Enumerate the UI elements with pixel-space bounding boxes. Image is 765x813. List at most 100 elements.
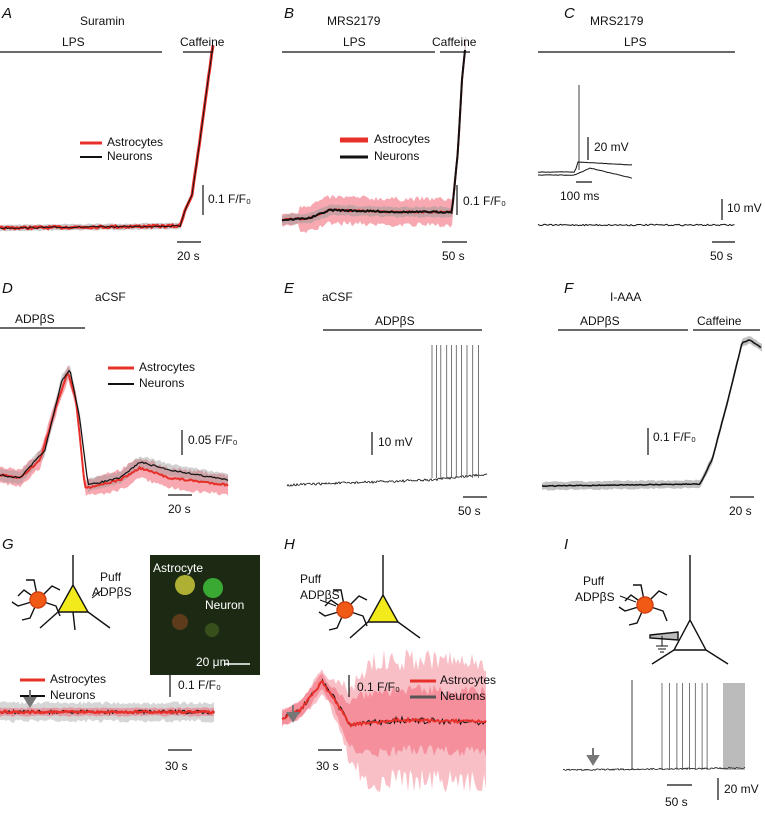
legend-label: Astrocytes (107, 135, 163, 149)
puff-arrow (286, 705, 300, 723)
trace (0, 45, 214, 230)
micrograph (150, 555, 260, 675)
panel-title: aCSF (95, 290, 126, 304)
scale-label: 20 mV (724, 782, 759, 796)
scale-bar (168, 675, 192, 751)
treatment-label: ADPβS (15, 312, 55, 326)
treatment-label: LPS (62, 35, 85, 49)
scale-label: 30 s (165, 759, 188, 773)
treatment-label: Caffeine (697, 314, 742, 328)
cell-image (175, 575, 195, 595)
error-band (0, 365, 228, 496)
legend-label: Neurons (50, 688, 95, 702)
scale-label: 20 s (729, 504, 752, 518)
legend-label: Astrocytes (139, 360, 195, 374)
legend-label: Astrocytes (50, 672, 106, 686)
spike (431, 345, 479, 478)
trace (537, 223, 735, 227)
scale-label: 0.1 F/F₀ (208, 192, 251, 206)
error-band (282, 34, 466, 226)
scale-label: 50 s (458, 504, 481, 518)
legend-label: Neurons (374, 149, 419, 163)
legend-label: Neurons (440, 689, 485, 703)
image-label: Neuron (205, 598, 244, 612)
trace (537, 161, 633, 173)
puff-label: ADPβS (575, 590, 615, 604)
puff-label: Puff (300, 572, 322, 586)
panel-title: I-AAA (610, 290, 641, 304)
cell-image (205, 623, 219, 637)
scale-label: 100 ms (560, 189, 599, 203)
cell-image (172, 614, 188, 630)
cell-diagram (618, 555, 729, 665)
traces (0, 34, 762, 793)
treatment-label: LPS (624, 35, 647, 49)
error-band (0, 49, 212, 232)
scale-bar (647, 428, 754, 498)
scale-label: 20 s (168, 502, 191, 516)
scale-label: 0.1 F/F₀ (653, 430, 696, 444)
scale-bar (371, 432, 487, 498)
trace (538, 167, 633, 179)
scale-label: 20 mV (594, 140, 629, 154)
trace (0, 709, 215, 715)
cell-image (203, 578, 223, 598)
treatment-label: Caffeine (180, 35, 225, 49)
puff-label: ADPβS (92, 585, 132, 599)
panel-label: I (564, 536, 568, 553)
panel-label: A (1, 5, 12, 22)
scale-label: 20 s (177, 249, 200, 263)
cell-diagram (318, 555, 421, 639)
panel-label: E (284, 280, 295, 297)
scale-label: 0.1 F/F₀ (178, 678, 221, 692)
scale-label: 30 s (316, 759, 339, 773)
scale-bar (168, 430, 192, 496)
scale-label: 0.05 F/F₀ (188, 433, 238, 447)
trace (281, 679, 487, 728)
scale-label: 10 mV (378, 435, 413, 449)
panel-label: C (564, 5, 575, 22)
image-label: Astrocyte (153, 561, 203, 575)
scale-bar (177, 185, 204, 243)
error-band (542, 336, 762, 491)
puff-label: Puff (100, 570, 122, 584)
panel-label: B (284, 5, 294, 22)
trace (0, 369, 229, 486)
trace (541, 339, 762, 488)
panel-title: Suramin (80, 14, 125, 28)
legend-label: Neurons (139, 376, 184, 390)
scale-bar (667, 778, 719, 800)
scale-label: 50 s (665, 795, 688, 809)
scale-label: 0.1 F/F₀ (357, 680, 400, 694)
panel-title: MRS2179 (590, 14, 644, 28)
scale-label: 50 s (710, 249, 733, 263)
puff-label: ADPβS (300, 588, 340, 602)
scale-label: 10 mV (727, 201, 762, 215)
panel-label: G (2, 536, 14, 553)
trace (286, 473, 488, 487)
trace (562, 766, 746, 772)
panel-label: F (564, 280, 574, 297)
panel-label: H (284, 536, 295, 553)
legend-label: Astrocytes (440, 673, 496, 687)
panel-title: MRS2179 (327, 14, 381, 28)
puff-arrow (586, 748, 600, 766)
trace (0, 371, 229, 489)
scale-bar (576, 137, 592, 183)
panel-title: aCSF (322, 290, 353, 304)
legend-label: Astrocytes (374, 132, 430, 146)
scale-label: 0.1 F/F₀ (463, 194, 506, 208)
scale-bar (712, 199, 735, 243)
error-band (0, 365, 228, 493)
panel-label: D (2, 280, 13, 297)
scale-bar (318, 675, 350, 751)
image-label: 20 μm (196, 655, 230, 669)
legend-label: Neurons (107, 149, 152, 163)
treatment-label: ADPβS (375, 314, 415, 328)
treatment-label: LPS (343, 35, 366, 49)
scale-label: 50 s (442, 249, 465, 263)
trace (281, 49, 466, 222)
cell-diagram (11, 555, 111, 631)
treatment-label: ADPβS (580, 314, 620, 328)
